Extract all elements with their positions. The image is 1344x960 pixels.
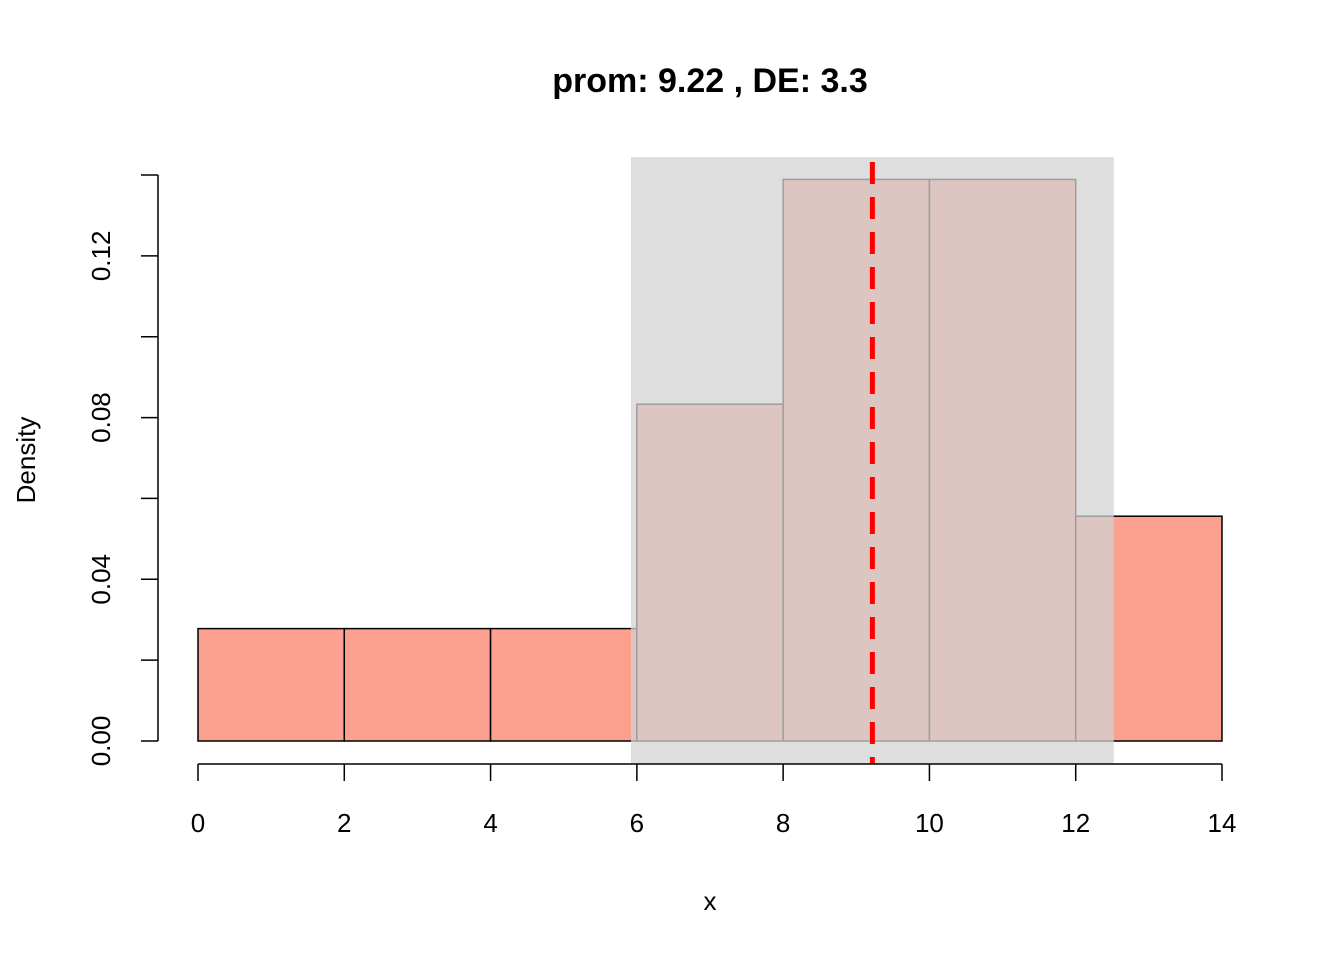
y-tick-label: 0.12 <box>86 231 116 282</box>
x-tick-label: 2 <box>337 808 351 838</box>
x-tick-label: 10 <box>915 808 944 838</box>
histogram-bar-1 <box>343 627 492 742</box>
y-axis: 0.00 0.04 0.08 0.12 <box>86 174 159 767</box>
y-tick-label: 0.08 <box>86 392 116 443</box>
y-axis-label: Density <box>11 417 41 504</box>
histogram-bar-2 <box>489 627 638 742</box>
y-tick-label: 0.00 <box>86 716 116 767</box>
histogram-bar-0 <box>197 627 346 742</box>
x-tick-label: 4 <box>483 808 497 838</box>
plot-area <box>197 157 1223 764</box>
x-axis: 0 2 4 6 8 10 12 14 <box>191 763 1237 838</box>
x-axis-label: x <box>704 886 717 916</box>
y-tick-label: 0.04 <box>86 554 116 605</box>
x-tick-label: 12 <box>1061 808 1090 838</box>
x-tick-label: 14 <box>1208 808 1237 838</box>
x-tick-label: 6 <box>630 808 644 838</box>
x-tick-label: 0 <box>191 808 205 838</box>
x-tick-label: 8 <box>776 808 790 838</box>
chart-title: prom: 9.22 , DE: 3.3 <box>552 62 868 100</box>
